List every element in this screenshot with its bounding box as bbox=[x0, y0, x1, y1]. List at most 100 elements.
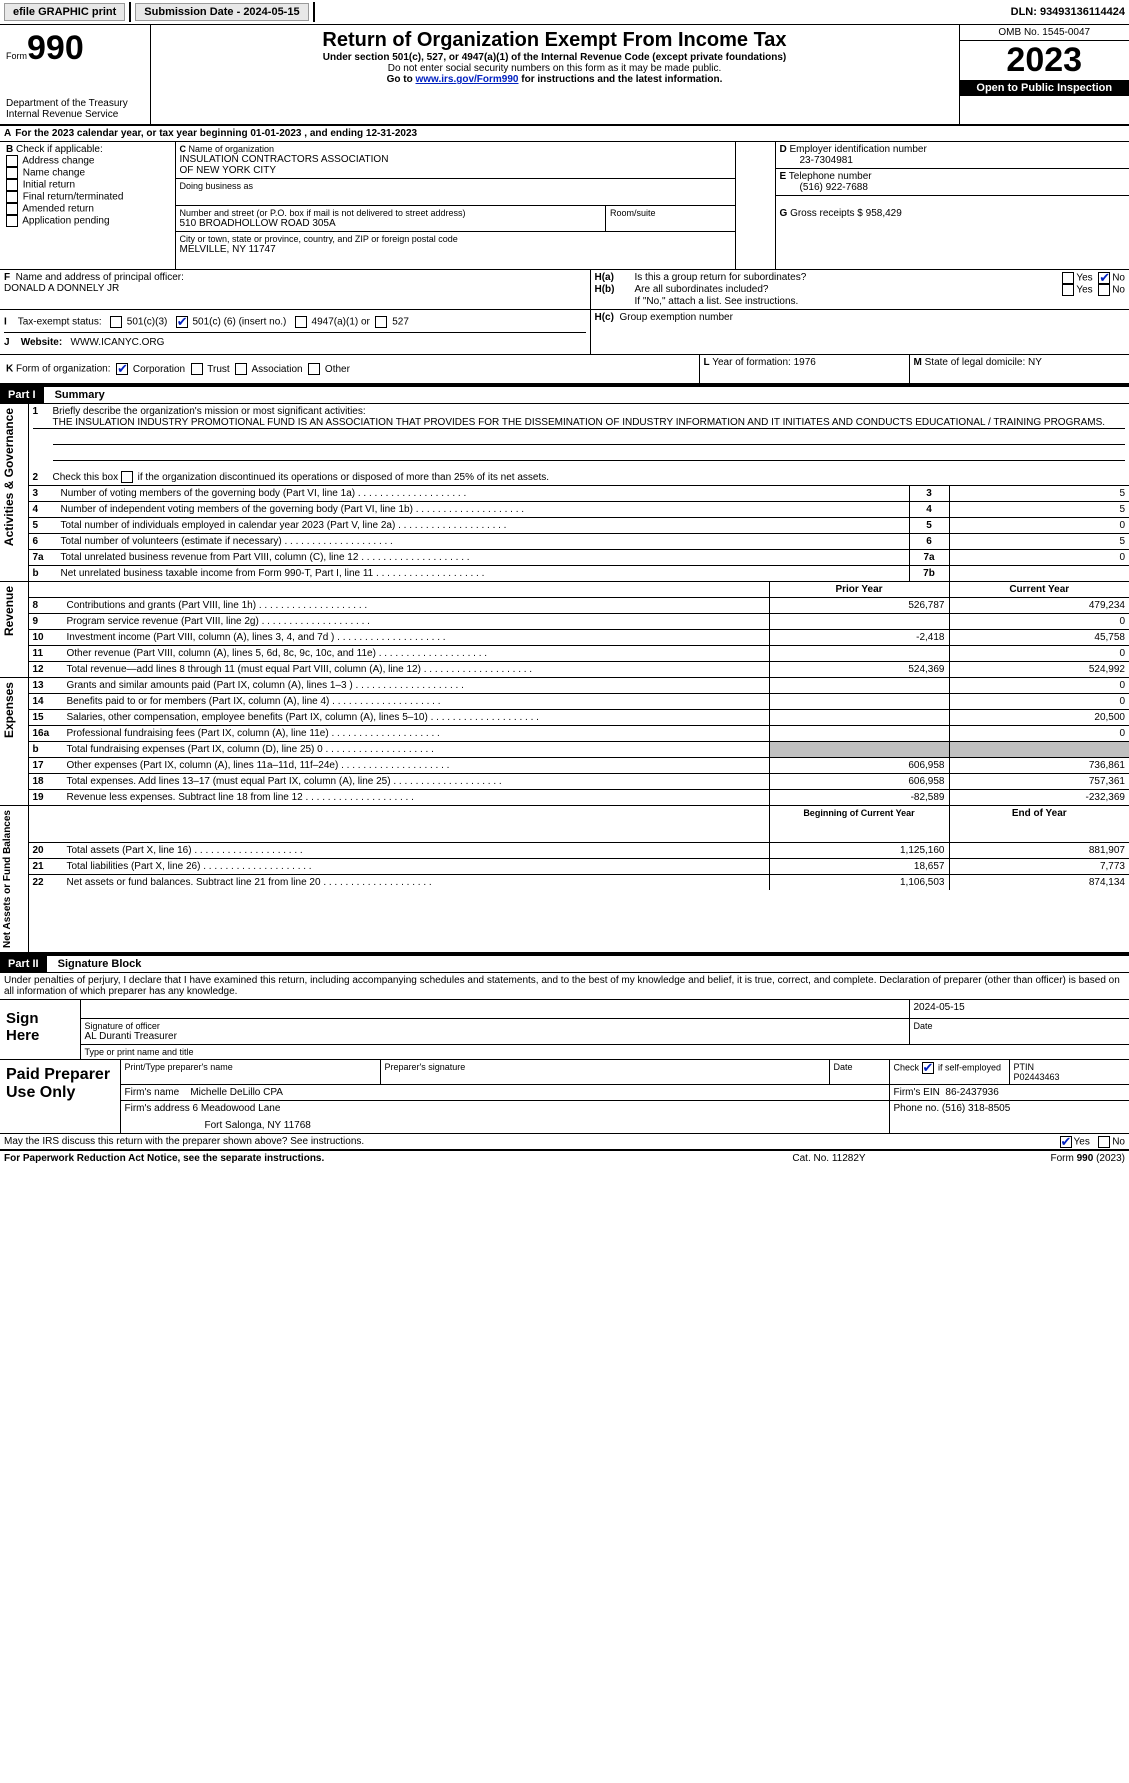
line-num: 5 bbox=[29, 518, 57, 534]
current-value: 45,758 bbox=[949, 630, 1129, 646]
dba-label: Doing business as bbox=[180, 181, 731, 191]
line-value: 5 bbox=[949, 486, 1129, 502]
ha-yes-checkbox[interactable] bbox=[1062, 272, 1074, 284]
part-2-header: Part II Signature Block bbox=[0, 954, 1129, 973]
line2-text: Check this box if the organization disco… bbox=[53, 472, 550, 483]
line-text: Total unrelated business revenue from Pa… bbox=[57, 550, 910, 566]
form-title: Return of Organization Exempt From Incom… bbox=[159, 29, 951, 52]
applicable-checkbox[interactable] bbox=[6, 167, 18, 179]
part-1-title: Summary bbox=[47, 387, 113, 403]
firm-addr-2: Fort Salonga, NY 11768 bbox=[125, 1114, 885, 1131]
prior-value bbox=[769, 678, 949, 694]
discuss-no-checkbox[interactable] bbox=[1098, 1136, 1110, 1148]
street-label: Number and street (or P.O. box if mail i… bbox=[180, 208, 602, 218]
prior-value: 606,958 bbox=[769, 758, 949, 774]
501c3-checkbox[interactable] bbox=[110, 316, 122, 328]
open-to-public: Open to Public Inspection bbox=[960, 80, 1129, 96]
org-form-checkbox[interactable] bbox=[191, 363, 203, 375]
officer-label: Name and address of principal officer: bbox=[16, 272, 184, 283]
applicable-checkbox[interactable] bbox=[6, 155, 18, 167]
line-text: Professional fundraising fees (Part IX, … bbox=[63, 726, 770, 742]
ein-label: Employer identification number bbox=[790, 144, 927, 155]
city-value: MELVILLE, NY 11747 bbox=[180, 244, 731, 255]
prior-value: 1,125,160 bbox=[769, 843, 949, 859]
org-name-2: OF NEW YORK CITY bbox=[180, 165, 731, 176]
side-label-rev: Revenue bbox=[0, 582, 18, 640]
line-l-label: L bbox=[704, 357, 710, 368]
current-value: 0 bbox=[949, 694, 1129, 710]
top-bar: efile GRAPHIC print Submission Date - 20… bbox=[0, 0, 1129, 25]
current-value: 0 bbox=[949, 678, 1129, 694]
line-num: 17 bbox=[29, 758, 63, 774]
line-value bbox=[949, 566, 1129, 582]
applicable-checkbox[interactable] bbox=[6, 179, 18, 191]
hb-no-checkbox[interactable] bbox=[1098, 284, 1110, 296]
preparer-sig-label: Preparer's signature bbox=[380, 1060, 829, 1085]
501c-checkbox[interactable] bbox=[176, 316, 188, 328]
paid-preparer-label: Paid Preparer Use Only bbox=[6, 1066, 114, 1102]
part-2-title: Signature Block bbox=[50, 956, 150, 972]
footer-cat-no: Cat. No. 11282Y bbox=[729, 1151, 929, 1166]
line-num: 8 bbox=[29, 598, 63, 614]
gross-receipts-label: Gross receipts $ bbox=[790, 208, 863, 219]
side-label-exp: Expenses bbox=[0, 678, 18, 742]
phone-value: (516) 922-7688 bbox=[780, 182, 1126, 193]
501c3-label: 501(c)(3) bbox=[127, 317, 168, 328]
footer-left: For Paperwork Reduction Act Notice, see … bbox=[0, 1151, 729, 1166]
goto-line: Go to www.irs.gov/Form990 for instructio… bbox=[159, 74, 951, 85]
line-j-label: J bbox=[4, 337, 10, 348]
website-label: Website: bbox=[21, 337, 63, 348]
mission-text: THE INSULATION INDUSTRY PROMOTIONAL FUND… bbox=[33, 417, 1126, 429]
line-text: Salaries, other compensation, employee b… bbox=[63, 710, 770, 726]
hc-label: H(c) bbox=[595, 312, 614, 323]
footer-right: Form 990 (2023) bbox=[929, 1151, 1129, 1166]
firm-ein-label: Firm's EIN bbox=[894, 1087, 940, 1098]
line-i-label: I bbox=[4, 317, 7, 328]
ha-no-checkbox[interactable] bbox=[1098, 272, 1110, 284]
discontinued-checkbox[interactable] bbox=[121, 471, 133, 483]
line-text: Total number of volunteers (estimate if … bbox=[57, 534, 910, 550]
line-text: Investment income (Part VIII, column (A)… bbox=[63, 630, 770, 646]
line1-num: 1 bbox=[33, 406, 53, 417]
officer-name: DONALD A DONNELY JR bbox=[4, 283, 586, 294]
applicable-checkbox[interactable] bbox=[6, 215, 18, 227]
org-form-checkbox[interactable] bbox=[116, 363, 128, 375]
4947-checkbox[interactable] bbox=[295, 316, 307, 328]
line-num: 19 bbox=[29, 790, 63, 806]
no-label: No bbox=[1112, 273, 1125, 284]
checkbox-row: Final return/terminated bbox=[6, 191, 169, 203]
discuss-yes-checkbox[interactable] bbox=[1060, 1136, 1072, 1148]
applicable-checkbox[interactable] bbox=[6, 191, 18, 203]
line-text: Other revenue (Part VIII, column (A), li… bbox=[63, 646, 770, 662]
irs-link[interactable]: www.irs.gov/Form990 bbox=[415, 74, 518, 85]
sign-date-value: 2024-05-15 bbox=[909, 1000, 1129, 1018]
line-box: 7a bbox=[909, 550, 949, 566]
efile-print-button[interactable]: efile GRAPHIC print bbox=[4, 3, 125, 21]
line-num: 14 bbox=[29, 694, 63, 710]
separator bbox=[129, 2, 131, 22]
line1-text: Briefly describe the organization's miss… bbox=[53, 406, 366, 417]
irs-label: Internal Revenue Service bbox=[6, 109, 144, 120]
firm-name-label: Firm's name bbox=[125, 1087, 180, 1098]
org-form-checkbox[interactable] bbox=[235, 363, 247, 375]
gross-receipts-value: 958,429 bbox=[866, 208, 902, 219]
current-value: -232,369 bbox=[949, 790, 1129, 806]
prior-value bbox=[769, 726, 949, 742]
current-value: 874,134 bbox=[949, 874, 1129, 890]
527-label: 527 bbox=[392, 317, 409, 328]
527-checkbox[interactable] bbox=[375, 316, 387, 328]
self-employed-checkbox[interactable] bbox=[922, 1062, 934, 1074]
submission-date-button[interactable]: Submission Date - 2024-05-15 bbox=[135, 3, 308, 21]
end-year-header: End of Year bbox=[949, 806, 1129, 843]
line-num: b bbox=[29, 742, 63, 758]
line-box: 3 bbox=[909, 486, 949, 502]
part-1-header: Part I Summary bbox=[0, 385, 1129, 404]
hb-yes-checkbox[interactable] bbox=[1062, 284, 1074, 296]
org-form-option: Corporation bbox=[116, 364, 191, 375]
checkbox-row: Application pending bbox=[6, 215, 169, 227]
org-form-checkbox[interactable] bbox=[308, 363, 320, 375]
applicable-checkbox[interactable] bbox=[6, 203, 18, 215]
org-name-label: Name of organization bbox=[189, 144, 275, 154]
line-num: 10 bbox=[29, 630, 63, 646]
prior-value bbox=[769, 614, 949, 630]
